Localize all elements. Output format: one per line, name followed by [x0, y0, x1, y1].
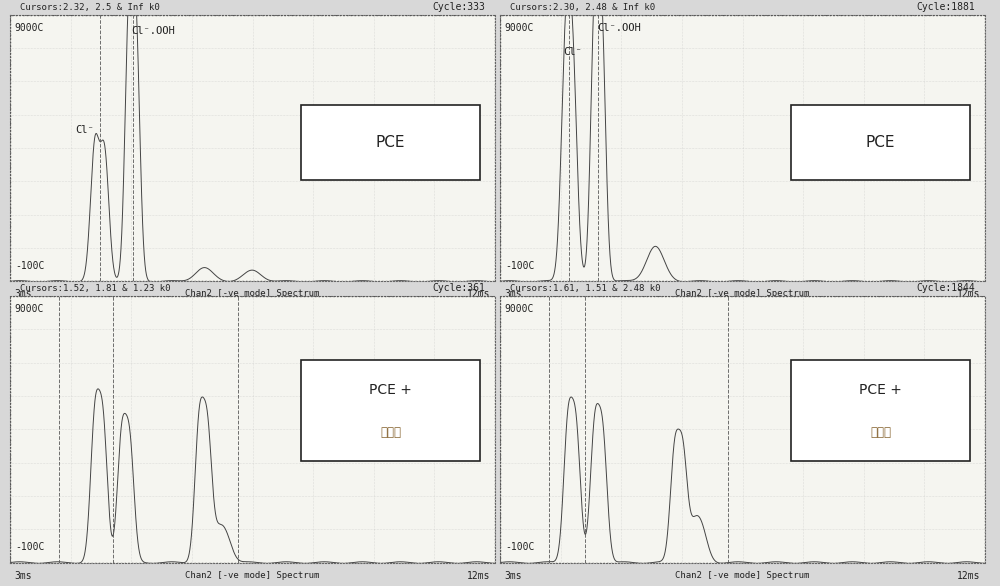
Text: -100C: -100C — [15, 542, 44, 552]
Text: -100C: -100C — [505, 542, 534, 552]
Text: Cl⁻.OOH: Cl⁻.OOH — [131, 26, 175, 36]
Text: 3ms: 3ms — [15, 289, 32, 299]
Text: PCE +: PCE + — [859, 383, 902, 397]
FancyBboxPatch shape — [791, 360, 970, 461]
Text: PCE +: PCE + — [369, 383, 412, 397]
Text: 9000C: 9000C — [505, 304, 534, 314]
Text: 3ms: 3ms — [15, 571, 32, 581]
Text: 12ms: 12ms — [467, 571, 490, 581]
Text: Cl⁻: Cl⁻ — [563, 47, 582, 57]
Text: Chan2 [-ve mode] Spectrum: Chan2 [-ve mode] Spectrum — [185, 289, 320, 298]
Text: Chan2 [-ve mode] Spectrum: Chan2 [-ve mode] Spectrum — [185, 571, 320, 580]
Text: 12ms: 12ms — [957, 571, 980, 581]
Text: -100C: -100C — [15, 261, 44, 271]
Text: Cursors:2.30, 2.48 & Inf k0: Cursors:2.30, 2.48 & Inf k0 — [510, 3, 655, 12]
Text: 3ms: 3ms — [505, 289, 522, 299]
Text: Cycle:1881: Cycle:1881 — [917, 2, 975, 12]
Text: Cl⁻.OOH: Cl⁻.OOH — [597, 23, 641, 33]
Text: Chan2 [-ve mode] Spectrum: Chan2 [-ve mode] Spectrum — [675, 289, 810, 298]
Text: Cursors:2.32, 2.5 & Inf k0: Cursors:2.32, 2.5 & Inf k0 — [20, 3, 159, 12]
Text: 9000C: 9000C — [505, 23, 534, 33]
Text: PCE: PCE — [866, 135, 895, 150]
Text: Cursors:1.61, 1.51 & 2.48 k0: Cursors:1.61, 1.51 & 2.48 k0 — [510, 284, 660, 293]
Text: -100C: -100C — [505, 261, 534, 271]
Text: 12ms: 12ms — [957, 289, 980, 299]
Text: Chan2 [-ve mode] Spectrum: Chan2 [-ve mode] Spectrum — [675, 571, 810, 580]
Text: Cycle:361: Cycle:361 — [432, 283, 485, 293]
FancyBboxPatch shape — [791, 105, 970, 180]
Text: Cycle:1844: Cycle:1844 — [917, 283, 975, 293]
Text: 12ms: 12ms — [467, 289, 490, 299]
Text: 异氟醉: 异氟醉 — [380, 427, 401, 440]
FancyBboxPatch shape — [301, 360, 480, 461]
Text: 9000C: 9000C — [15, 23, 44, 33]
Text: Cursors:1.52, 1.81 & 1.23 k0: Cursors:1.52, 1.81 & 1.23 k0 — [20, 284, 170, 293]
Text: 9000C: 9000C — [15, 304, 44, 314]
Text: 异氟醉: 异氟醉 — [870, 427, 891, 440]
Text: Cycle:333: Cycle:333 — [432, 2, 485, 12]
Text: 3ms: 3ms — [505, 571, 522, 581]
Text: PCE: PCE — [376, 135, 405, 150]
Text: Cl⁻: Cl⁻ — [75, 125, 94, 135]
FancyBboxPatch shape — [301, 105, 480, 180]
